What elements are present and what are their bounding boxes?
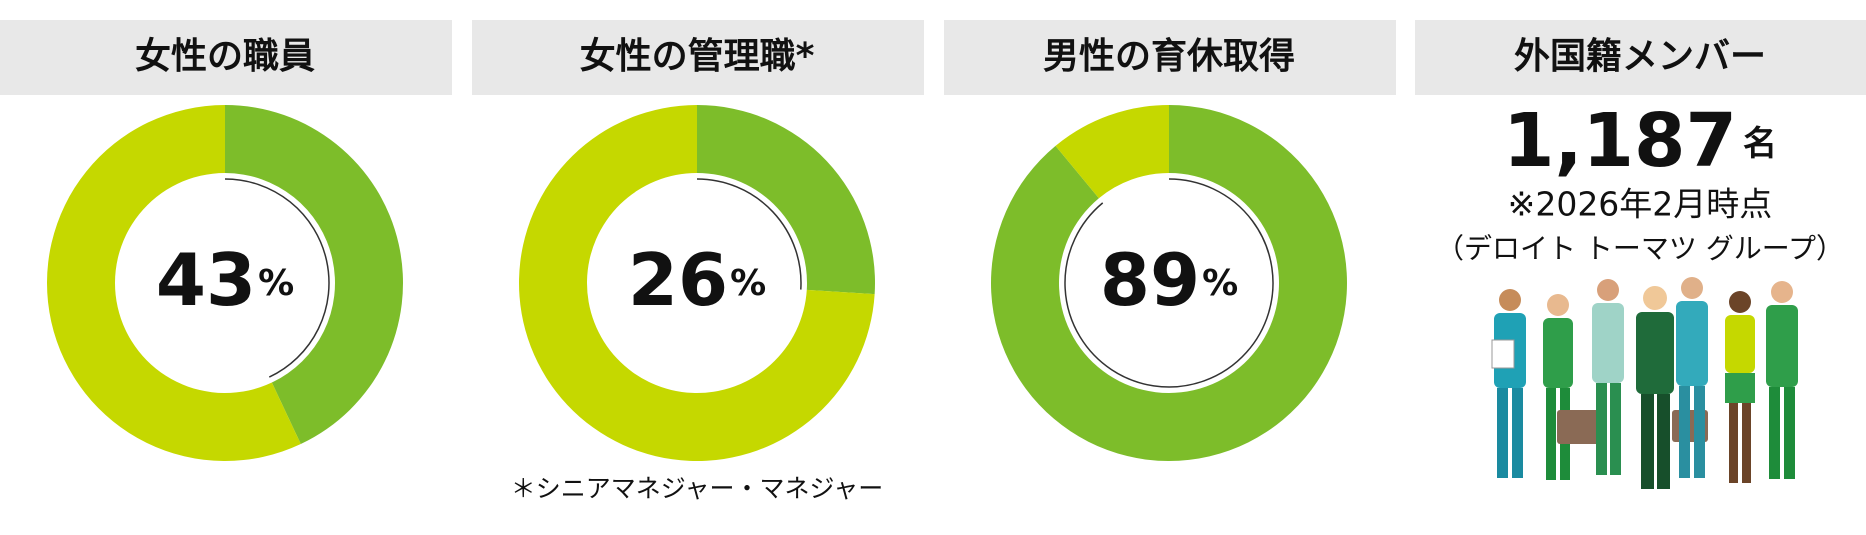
value-arc (696, 178, 802, 290)
stat-title: 外国籍メンバー (1514, 36, 1766, 77)
donut-segment (991, 105, 1348, 461)
people-illustration (1491, 277, 1798, 489)
center-label: 43% (156, 238, 294, 322)
header-bar (472, 20, 924, 95)
donut-segment (518, 105, 875, 461)
donut-segment (697, 105, 875, 295)
chart-title: 女性の管理職* (580, 36, 815, 77)
stat-source: （デロイト トーマツ グループ） (1436, 232, 1844, 265)
footnote: ＊シニアマネジャー・マネジャー (511, 474, 884, 503)
center-value: 43 (156, 238, 256, 322)
header-bar (1415, 20, 1866, 95)
person (1676, 277, 1708, 478)
value-arc (224, 178, 330, 378)
stat-note: ※2026年2月時点 (1508, 185, 1773, 224)
stat-panel: 外国籍メンバー 1,187 名 ※2026年2月時点 （デロイト トーマツ グルー… (1415, 20, 1866, 489)
center-unit: % (1202, 263, 1238, 304)
center-label: 26% (628, 238, 766, 322)
stat-unit: 名 (1743, 124, 1777, 164)
center-value: 26 (628, 238, 728, 322)
stat-number: 1,187 (1503, 98, 1737, 184)
donut-segment (1055, 105, 1169, 199)
person (1543, 294, 1603, 480)
donut-panel: 女性の管理職* 26% ＊シニアマネジャー・マネジャー (472, 20, 924, 503)
center-unit: % (730, 263, 766, 304)
person (1766, 281, 1798, 479)
header-bar (944, 20, 1396, 95)
person (1592, 279, 1624, 475)
chart-title: 女性の職員 (135, 36, 315, 77)
center-unit: % (258, 263, 294, 304)
chart-title: 男性の育休取得 (1043, 36, 1295, 77)
person (1725, 291, 1755, 483)
donut-segment (225, 105, 403, 445)
donut-segment (47, 105, 301, 461)
donut-panel: 女性の職員 43% (0, 20, 452, 461)
center-value: 89 (1100, 238, 1200, 322)
header-bar (0, 20, 452, 95)
stat-value: 1,187 名 (1503, 98, 1777, 184)
value-arc (1064, 178, 1274, 388)
center-label: 89% (1100, 238, 1238, 322)
person (1491, 289, 1526, 478)
donut-panel: 男性の育休取得 89% (944, 20, 1396, 461)
